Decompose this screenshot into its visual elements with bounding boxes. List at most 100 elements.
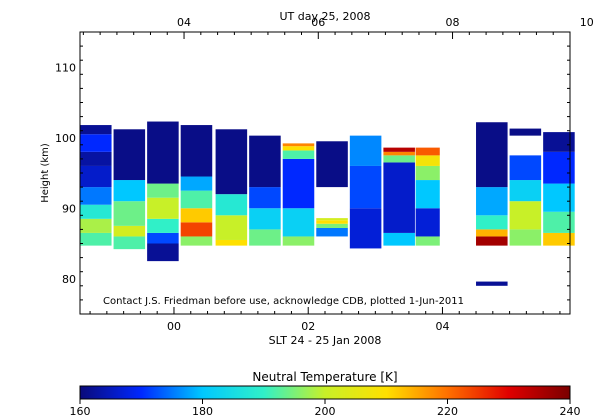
colorbar-tick-label: 220 bbox=[437, 405, 458, 418]
column-7-segment-2 bbox=[282, 208, 315, 237]
column-5-segment-4 bbox=[215, 129, 248, 195]
column-14-segment-1 bbox=[543, 232, 575, 246]
y-axis: 80 90 100 110 bbox=[55, 31, 570, 315]
column-1-segment-6 bbox=[80, 151, 112, 166]
column-3-segment-1 bbox=[147, 243, 179, 262]
column-10-segment-4 bbox=[383, 151, 415, 156]
column-12-segment-3 bbox=[476, 229, 508, 237]
column-14-segment-3 bbox=[543, 183, 575, 212]
column-3-segment-6 bbox=[147, 121, 179, 184]
column-9-segment-3 bbox=[349, 135, 382, 166]
column-14-segment-4 bbox=[543, 151, 575, 184]
column-12-segment-4 bbox=[476, 215, 508, 230]
top-x-tick-label: 10 bbox=[580, 16, 594, 29]
top-x-tick-label: 06 bbox=[311, 16, 325, 29]
x-axis-label: SLT 24 - 25 Jan 2008 bbox=[269, 334, 382, 347]
x-axis-bottom: 00 02 04 bbox=[89, 307, 561, 333]
column-13-segment-3 bbox=[509, 180, 542, 202]
colorbar-title: Neutral Temperature [K] bbox=[252, 370, 397, 384]
column-11-segment-2 bbox=[415, 208, 440, 237]
column-5-segment-3 bbox=[215, 194, 248, 216]
column-11-segment-6 bbox=[415, 147, 440, 156]
column-12-segment-6 bbox=[476, 122, 508, 188]
column-12-segment-2 bbox=[476, 236, 508, 246]
column-1-segment-7 bbox=[80, 134, 112, 152]
colorbar-tick-label: 200 bbox=[315, 405, 336, 418]
x-tick-label: 00 bbox=[167, 320, 181, 333]
column-4-segment-2 bbox=[180, 222, 213, 237]
column-11-segment-3 bbox=[415, 180, 440, 209]
column-13-segment-5 bbox=[509, 128, 542, 136]
contact-annotation: Contact J.S. Friedman before use, acknow… bbox=[103, 296, 464, 307]
column-6-segment-1 bbox=[249, 229, 281, 246]
x-tick-label: 04 bbox=[435, 320, 449, 333]
column-1-segment-4 bbox=[80, 187, 112, 205]
column-2-segment-2 bbox=[113, 225, 146, 237]
column-2-segment-5 bbox=[113, 129, 146, 181]
column-7-segment-3 bbox=[282, 158, 315, 209]
column-11-segment-5 bbox=[415, 155, 440, 166]
column-3-segment-3 bbox=[147, 218, 179, 233]
column-10-segment-3 bbox=[383, 155, 415, 163]
column-7-segment-5 bbox=[282, 146, 315, 151]
column-9-segment-1 bbox=[349, 208, 382, 249]
column-12-segment-1 bbox=[476, 281, 508, 286]
colorbar-ticks: 160 180 200 220 240 bbox=[70, 399, 581, 418]
column-11-segment-1 bbox=[415, 236, 440, 246]
column-1-segment-2 bbox=[80, 218, 112, 233]
column-4-segment-3 bbox=[180, 208, 213, 223]
column-3-segment-5 bbox=[147, 183, 179, 198]
column-6-segment-4 bbox=[249, 135, 281, 188]
column-8-segment-3 bbox=[316, 220, 348, 224]
column-7-segment-6 bbox=[282, 143, 315, 147]
column-1-segment-3 bbox=[80, 204, 112, 219]
y-tick-label: 80 bbox=[62, 273, 76, 286]
column-4-segment-5 bbox=[180, 176, 213, 191]
column-2-segment-1 bbox=[113, 236, 146, 250]
column-1-segment-8 bbox=[80, 125, 112, 135]
column-7-segment-4 bbox=[282, 150, 315, 159]
colorbar-tick-label: 240 bbox=[560, 405, 581, 418]
top-x-tick-label: 04 bbox=[177, 16, 191, 29]
top-x-tick-label: 08 bbox=[446, 16, 460, 29]
column-13-segment-2 bbox=[509, 201, 542, 230]
column-6-segment-2 bbox=[249, 208, 281, 230]
column-4-segment-1 bbox=[180, 236, 213, 246]
column-5-segment-2 bbox=[215, 215, 248, 240]
column-10-segment-2 bbox=[383, 162, 415, 233]
x-axis-top: 04 06 08 10 bbox=[82, 16, 594, 39]
colorbar bbox=[79, 385, 571, 400]
column-12-segment-5 bbox=[476, 187, 508, 216]
column-8-segment-1 bbox=[316, 227, 348, 237]
column-10-segment-1 bbox=[383, 232, 415, 246]
column-13-segment-1 bbox=[509, 229, 542, 246]
y-axis-label: Height (km) bbox=[40, 143, 51, 203]
column-2-segment-3 bbox=[113, 201, 146, 226]
y-tick-label: 100 bbox=[55, 132, 76, 145]
column-6-segment-3 bbox=[249, 187, 281, 209]
column-7-segment-1 bbox=[282, 236, 315, 246]
column-3-segment-2 bbox=[147, 232, 179, 244]
column-11-segment-4 bbox=[415, 165, 440, 181]
colorbar-tick-label: 160 bbox=[70, 405, 91, 418]
column-8-segment-5 bbox=[316, 141, 348, 188]
column-9-segment-2 bbox=[349, 165, 382, 209]
column-1-segment-1 bbox=[80, 232, 112, 246]
column-14-segment-5 bbox=[543, 132, 575, 152]
y-tick-label: 90 bbox=[62, 202, 76, 215]
y-tick-label: 110 bbox=[55, 61, 76, 74]
column-1-segment-5 bbox=[80, 165, 112, 188]
top-axis-title: UT day 25, 2008 bbox=[280, 10, 371, 23]
column-5-segment-1 bbox=[215, 239, 248, 246]
column-3-segment-4 bbox=[147, 197, 179, 219]
column-10-segment-5 bbox=[383, 147, 415, 152]
column-13-segment-4 bbox=[509, 155, 542, 181]
column-8-segment-4 bbox=[316, 218, 348, 221]
column-8-segment-2 bbox=[316, 223, 348, 228]
column-4-segment-6 bbox=[180, 125, 213, 177]
column-14-segment-2 bbox=[543, 211, 575, 233]
data-columns bbox=[80, 121, 575, 286]
column-2-segment-4 bbox=[113, 180, 146, 202]
x-tick-label: 02 bbox=[301, 320, 315, 333]
